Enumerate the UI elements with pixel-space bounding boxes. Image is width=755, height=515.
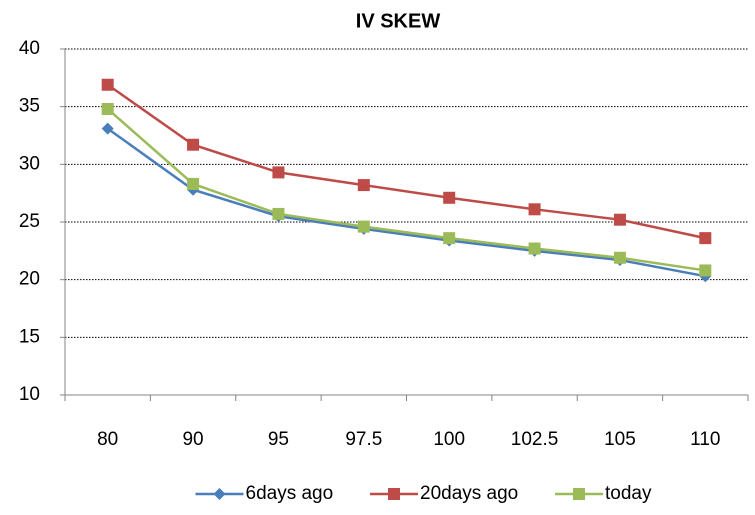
marker (213, 488, 226, 500)
y-tick-label: 20 (19, 269, 40, 290)
marker (699, 264, 712, 277)
marker (101, 78, 114, 91)
marker (357, 179, 370, 192)
marker (443, 232, 456, 245)
marker (528, 242, 541, 255)
marker (101, 102, 114, 115)
marker (187, 177, 200, 190)
y-tick-label: 30 (19, 153, 40, 174)
chart-title: IV SKEW (356, 10, 441, 32)
marker (187, 138, 200, 151)
marker (613, 251, 626, 264)
series-line (106, 127, 706, 278)
x-tick-label: 90 (182, 429, 203, 450)
marker (357, 220, 370, 233)
legend-label: 6days ago (246, 483, 334, 504)
series-line (106, 108, 706, 272)
marker (101, 122, 114, 135)
y-tick-label: 25 (19, 211, 40, 232)
x-tick-label: 110 (690, 429, 720, 450)
marker (272, 207, 285, 220)
marker (388, 488, 400, 500)
marker (272, 166, 285, 179)
y-tick-label: 10 (19, 384, 40, 405)
marker (573, 488, 585, 500)
legend-label: today (605, 483, 652, 504)
x-tick-label: 102.5 (511, 429, 559, 450)
x-tick-label: 80 (97, 429, 118, 450)
y-tick-label: 35 (19, 96, 40, 117)
y-tick-label: 40 (19, 38, 40, 59)
marker (613, 213, 626, 226)
x-tick-label: 97.5 (345, 429, 382, 450)
legend-label: 20days ago (420, 483, 518, 504)
x-tick-label: 95 (268, 429, 289, 450)
y-tick-label: 15 (19, 326, 40, 347)
x-tick-label: 100 (433, 429, 465, 450)
marker (443, 191, 456, 204)
series-line (106, 83, 706, 240)
marker (528, 203, 541, 216)
marker (699, 232, 712, 245)
x-tick-label: 105 (604, 429, 636, 450)
